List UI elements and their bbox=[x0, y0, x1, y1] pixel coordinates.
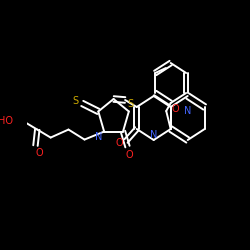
Text: N: N bbox=[150, 130, 158, 140]
Text: O: O bbox=[171, 104, 179, 114]
Text: O: O bbox=[126, 150, 133, 160]
Text: O: O bbox=[115, 138, 123, 148]
Text: O: O bbox=[35, 148, 43, 158]
Text: N: N bbox=[95, 132, 102, 141]
Text: HO: HO bbox=[0, 116, 13, 126]
Text: S: S bbox=[72, 96, 78, 106]
Text: N: N bbox=[184, 106, 191, 116]
Text: S: S bbox=[128, 100, 134, 110]
